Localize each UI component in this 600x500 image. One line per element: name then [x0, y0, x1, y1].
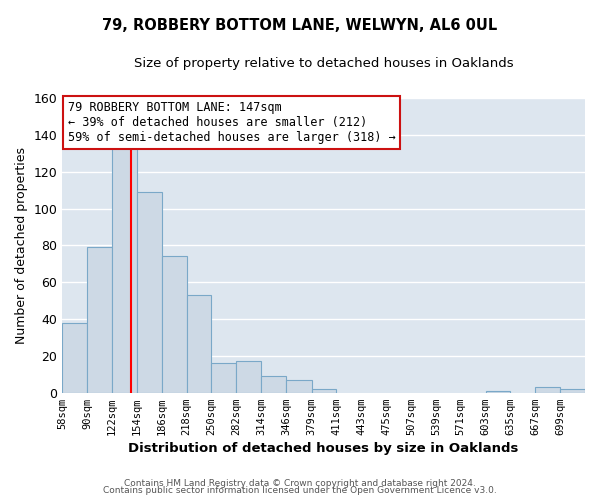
Bar	[286, 380, 311, 392]
Bar	[236, 362, 261, 392]
Title: Size of property relative to detached houses in Oaklands: Size of property relative to detached ho…	[134, 58, 514, 70]
Bar	[485, 391, 511, 392]
Bar	[261, 376, 286, 392]
X-axis label: Distribution of detached houses by size in Oaklands: Distribution of detached houses by size …	[128, 442, 519, 455]
Bar	[311, 389, 337, 392]
Bar	[211, 363, 236, 392]
Text: 79, ROBBERY BOTTOM LANE, WELWYN, AL6 0UL: 79, ROBBERY BOTTOM LANE, WELWYN, AL6 0UL	[103, 18, 497, 32]
Bar	[112, 146, 137, 392]
Bar	[560, 389, 585, 392]
Text: 79 ROBBERY BOTTOM LANE: 147sqm
← 39% of detached houses are smaller (212)
59% of: 79 ROBBERY BOTTOM LANE: 147sqm ← 39% of …	[68, 101, 395, 144]
Bar	[187, 295, 211, 392]
Bar	[535, 387, 560, 392]
Bar	[87, 247, 112, 392]
Bar	[62, 322, 87, 392]
Text: Contains HM Land Registry data © Crown copyright and database right 2024.: Contains HM Land Registry data © Crown c…	[124, 478, 476, 488]
Bar	[137, 192, 162, 392]
Bar	[162, 256, 187, 392]
Text: Contains public sector information licensed under the Open Government Licence v3: Contains public sector information licen…	[103, 486, 497, 495]
Y-axis label: Number of detached properties: Number of detached properties	[15, 147, 28, 344]
